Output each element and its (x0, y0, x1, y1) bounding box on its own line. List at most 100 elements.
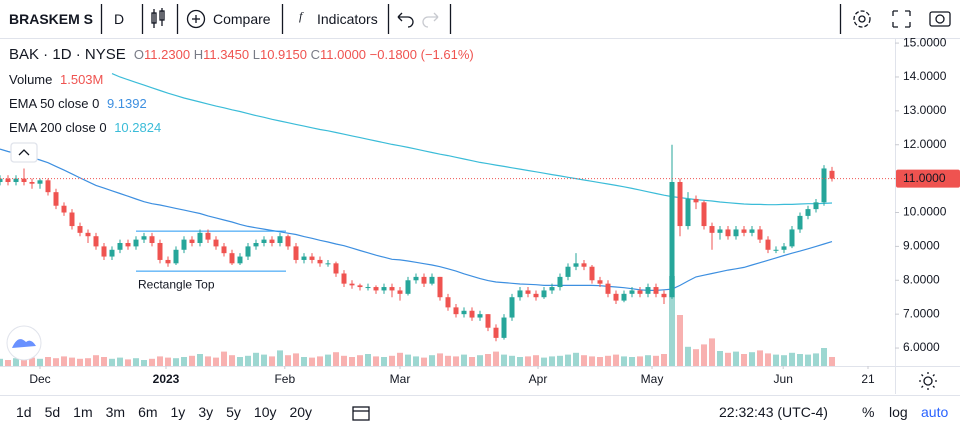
candle-body (373, 287, 379, 291)
volume-bar (293, 353, 299, 366)
range-button[interactable]: 1m (73, 404, 93, 420)
y-tick-label: 7.0000 (903, 306, 940, 320)
volume-bar (581, 355, 587, 366)
volume-bar (21, 359, 27, 366)
candle-body (533, 293, 539, 298)
candle-body (557, 276, 563, 288)
candle-body (541, 290, 547, 298)
log-toggle[interactable]: log (889, 404, 908, 420)
volume-bar (205, 356, 211, 366)
indicators-button[interactable]: Indicators (317, 11, 378, 27)
volume-bar (629, 357, 635, 366)
range-button[interactable]: 1d (16, 404, 32, 420)
candle-body (525, 290, 531, 294)
candle-body (405, 280, 411, 294)
range-button[interactable]: 3y (198, 404, 214, 420)
candle-body (669, 182, 675, 298)
volume-bar (0, 358, 3, 366)
volume-bar (141, 360, 147, 366)
range-button[interactable]: 1y (170, 404, 186, 420)
candle-body (189, 239, 195, 243)
volume-bar (173, 358, 179, 366)
candle-body (637, 290, 643, 294)
candle-body (309, 256, 315, 260)
volume-bar (717, 351, 723, 366)
ema200-legend: EMA 200 close 0 10.2824 (9, 120, 161, 135)
candle-body (261, 239, 267, 243)
volume-bar (317, 356, 323, 366)
auto-toggle[interactable]: auto (921, 404, 949, 420)
candle-body (101, 246, 107, 257)
symbol-search[interactable]: BRASKEM S (9, 11, 94, 27)
ema50-value: 9.1392 (106, 96, 147, 111)
candle-body (741, 229, 747, 233)
volume-bar (525, 356, 531, 366)
open-label: O (133, 47, 145, 62)
legend-interval: 1D (52, 46, 72, 63)
volume-bar (245, 355, 251, 366)
range-button[interactable]: 6m (138, 404, 158, 420)
volume-legend: Volume 1.503M (9, 72, 103, 87)
candle-body (61, 205, 67, 213)
volume-bar (389, 355, 395, 366)
volume-bar (429, 355, 435, 366)
candle-body (629, 290, 635, 294)
candle-body (437, 276, 443, 298)
candle-body (749, 229, 755, 233)
volume-bar (645, 355, 651, 366)
volume-bar (365, 354, 371, 366)
last-price-tag (896, 169, 960, 188)
range-button[interactable]: 5d (44, 404, 61, 420)
change-value: −0.1800 (−1.61%) (369, 47, 474, 62)
volume-bar (605, 355, 611, 366)
candle-body (773, 249, 779, 251)
close-value: 11.0000 (320, 47, 367, 62)
candle-body (685, 198, 691, 227)
candle-body (125, 243, 131, 247)
candle-body (69, 212, 75, 227)
volume-bar (61, 356, 67, 366)
volume-bar (189, 355, 195, 366)
volume-bar (421, 357, 427, 366)
volume-bar (349, 357, 355, 366)
interval-button[interactable]: D (114, 11, 125, 27)
ema50-legend: EMA 50 close 0 9.1392 (9, 96, 147, 111)
volume-bar (285, 355, 291, 366)
candle-body (789, 229, 795, 247)
candle-body (765, 239, 771, 250)
ema200-label: EMA 200 close 0 (9, 120, 107, 135)
candle-body (141, 236, 147, 240)
candle-body (13, 178, 19, 183)
open-value: 11.2300 (144, 47, 191, 62)
ema-line (111, 73, 833, 206)
volume-bar (821, 348, 827, 366)
volume-bar (301, 357, 307, 366)
volume-bar (621, 356, 627, 366)
range-button[interactable]: 3m (105, 404, 126, 420)
candle-body (277, 236, 283, 243)
candle-body (813, 202, 819, 210)
range-button[interactable]: 5y (226, 404, 241, 420)
volume-bar (261, 354, 267, 366)
range-button[interactable]: 10y (253, 404, 277, 420)
volume-bar (461, 354, 467, 366)
x-tick-label: 21 (861, 372, 875, 386)
range-buttons: 1d 5d 1m 3m 6m 1y 3y 5y 10y 20y (16, 404, 325, 420)
candle-body (421, 276, 427, 284)
percent-toggle[interactable]: % (862, 404, 875, 420)
compare-button[interactable]: Compare (213, 11, 271, 27)
volume-bar (589, 356, 595, 366)
candle-body (341, 273, 347, 284)
volume-bar (493, 351, 499, 366)
volume-bar (709, 338, 715, 366)
candle-body (381, 287, 387, 291)
volume-bar (797, 354, 803, 366)
range-button[interactable]: 20y (289, 404, 313, 420)
volume-bar (613, 354, 619, 366)
volume-bar (157, 356, 163, 366)
volume-bar (341, 355, 347, 366)
candle-body (173, 249, 179, 264)
candle-body (677, 182, 683, 227)
indicators-icon: f (299, 9, 304, 23)
legend-header: BAK · 1D · NYSE O11.2300 H11.3450 L10.91… (9, 46, 474, 63)
